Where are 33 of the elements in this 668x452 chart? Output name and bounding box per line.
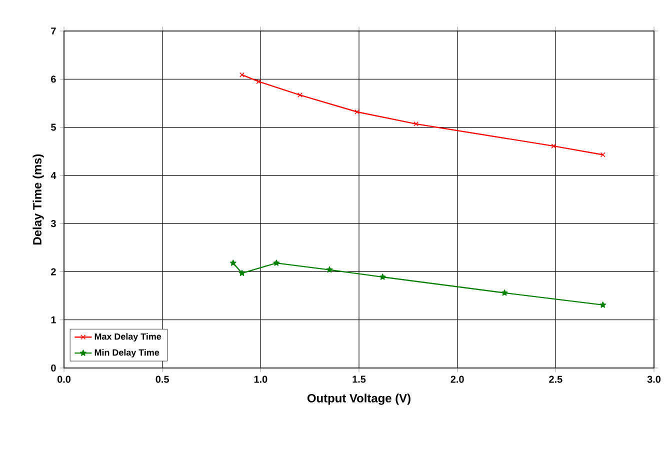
- y-tick-label: 3: [50, 220, 56, 228]
- point: [354, 109, 360, 114]
- point: [551, 144, 556, 149]
- y-tick-label: 4: [50, 172, 56, 179]
- y-axis-title: Delay Time (ms): [32, 154, 44, 244]
- point: [273, 260, 280, 266]
- x-tick-label: 0.5: [156, 376, 169, 383]
- x-tick-label: 2.5: [549, 376, 562, 383]
- x-tick-label: 2.0: [450, 376, 464, 383]
- point: [379, 274, 386, 280]
- legend-label: Min Delay Time: [94, 349, 160, 358]
- y-tick-label: 7: [51, 28, 56, 34]
- point: [239, 72, 244, 78]
- x-tick-label: 3.0: [647, 376, 661, 383]
- y-tick-label: 1: [51, 316, 56, 324]
- point: [297, 92, 303, 98]
- point: [414, 121, 419, 126]
- point: [600, 302, 606, 308]
- x-axis-title: Output Voltage (V): [307, 394, 410, 405]
- y-tick-label: 2: [51, 268, 56, 276]
- point: [256, 79, 262, 84]
- point: [600, 152, 606, 158]
- y-tick-label: 5: [51, 124, 56, 131]
- x-tick-label: 0.0: [57, 376, 71, 383]
- point: [238, 270, 246, 276]
- point: [326, 266, 333, 273]
- y-tick-label: 6: [51, 76, 56, 83]
- point: [230, 260, 236, 266]
- x-tick-label: 1.5: [352, 376, 366, 383]
- y-tick-label: 0: [51, 364, 56, 372]
- point: [501, 290, 508, 296]
- legend-label: Max Delay Time: [94, 333, 162, 342]
- x-tick-label: 1.0: [254, 376, 268, 383]
